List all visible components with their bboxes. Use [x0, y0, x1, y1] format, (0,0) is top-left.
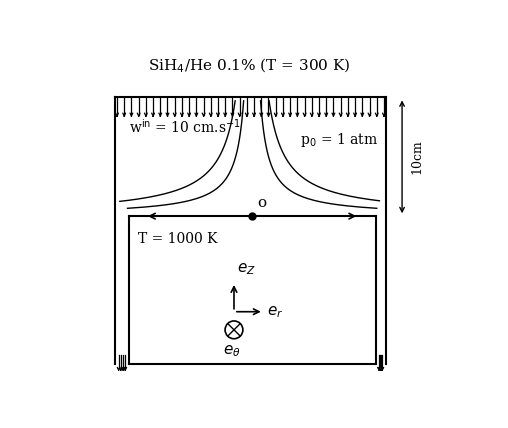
Text: SiH$_4$/He 0.1% (T = 300 K): SiH$_4$/He 0.1% (T = 300 K) — [147, 57, 350, 75]
Text: w$^{\mathrm{in}}$ = 10 cm.s$^{-1}$: w$^{\mathrm{in}}$ = 10 cm.s$^{-1}$ — [129, 118, 240, 136]
Text: o: o — [257, 196, 266, 210]
Text: T = 1000 K: T = 1000 K — [138, 232, 218, 246]
Text: $e_r$: $e_r$ — [267, 304, 283, 320]
Text: $e_{\theta}$: $e_{\theta}$ — [224, 344, 241, 360]
Text: 10cm: 10cm — [410, 140, 423, 174]
Text: $e_Z$: $e_Z$ — [237, 262, 256, 277]
Text: p$_0$ = 1 atm: p$_0$ = 1 atm — [300, 131, 378, 149]
